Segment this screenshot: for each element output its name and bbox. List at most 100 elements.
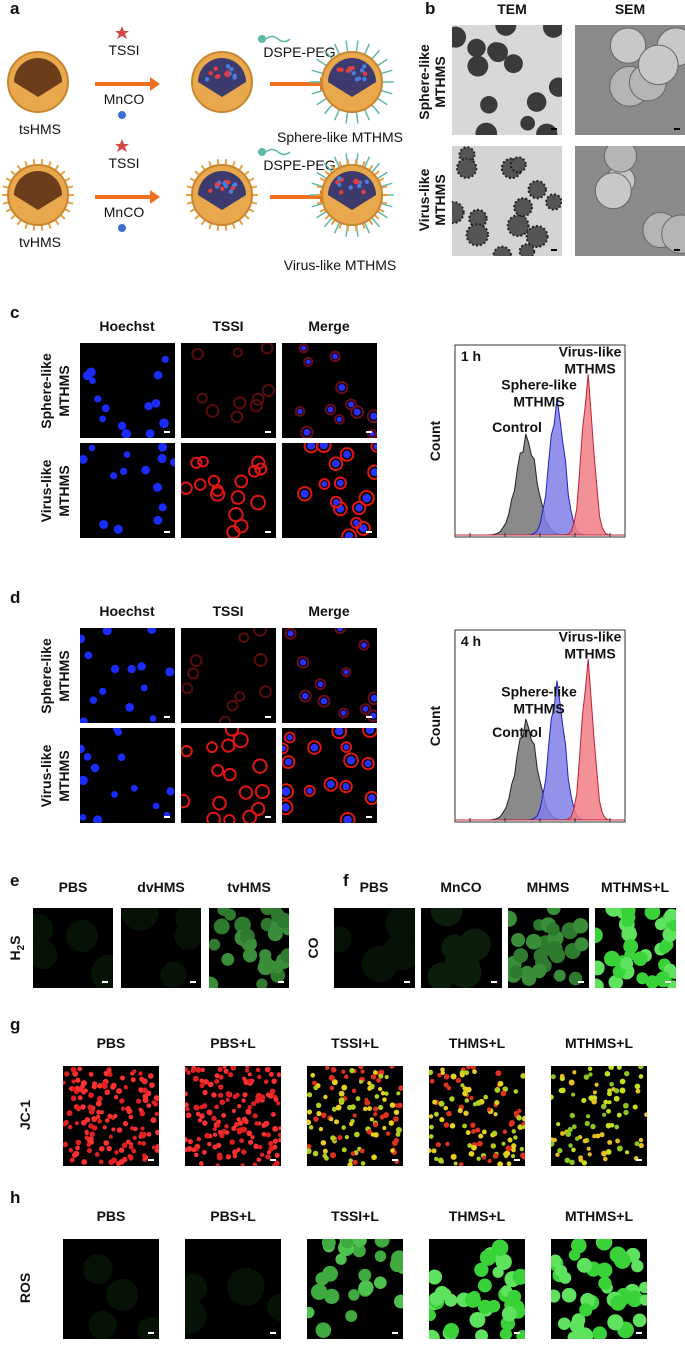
cell — [446, 1110, 452, 1117]
cell — [394, 1294, 403, 1309]
cell — [80, 813, 87, 821]
peg-chain — [363, 156, 371, 169]
cell — [644, 908, 661, 920]
spike — [224, 224, 228, 231]
cell — [595, 978, 604, 988]
peg-chain — [316, 210, 328, 219]
column-title: Merge — [308, 603, 349, 619]
cell — [323, 777, 339, 792]
cell — [568, 971, 583, 986]
cell — [120, 467, 128, 475]
cell — [260, 908, 275, 916]
cell — [654, 918, 667, 931]
mnco-icon — [118, 111, 126, 119]
micrograph — [282, 728, 377, 823]
cell — [271, 1078, 277, 1084]
cell — [103, 1140, 110, 1146]
cell — [125, 1139, 131, 1145]
nucleus — [353, 519, 360, 526]
image-content — [551, 1239, 647, 1339]
particle — [609, 27, 647, 64]
cell — [146, 1131, 152, 1137]
cell — [307, 740, 322, 755]
nucleus — [282, 787, 291, 796]
cell — [211, 1115, 217, 1122]
cell — [511, 933, 526, 948]
cell — [250, 1135, 255, 1140]
cell — [221, 738, 236, 753]
cargo — [364, 179, 370, 185]
column-title: TSSI — [212, 318, 243, 334]
micrograph — [429, 1066, 525, 1166]
cell — [565, 1131, 572, 1137]
image-content — [284, 628, 377, 723]
spike — [16, 219, 22, 226]
cell — [477, 1299, 493, 1314]
cargo — [219, 186, 225, 192]
cell — [511, 1129, 516, 1134]
image-content — [282, 728, 377, 823]
spike — [47, 160, 52, 168]
cell — [569, 1159, 575, 1166]
cell — [128, 1144, 134, 1150]
cell — [102, 1125, 107, 1130]
cell — [80, 775, 88, 786]
cell — [487, 42, 505, 60]
cell — [161, 355, 169, 363]
product-label: Sphere-like MTHMS — [277, 129, 403, 145]
cell — [75, 1105, 81, 1111]
nucleus — [343, 450, 351, 459]
nucleus — [340, 710, 347, 716]
cell — [632, 1104, 638, 1110]
scale-bar — [491, 981, 497, 983]
peg-chain — [380, 202, 393, 208]
cell — [333, 476, 347, 490]
cell — [462, 1123, 467, 1129]
cell — [236, 1117, 241, 1122]
micrograph — [429, 1239, 525, 1339]
cell — [216, 1123, 221, 1128]
cell — [602, 1112, 607, 1117]
spike — [330, 219, 336, 226]
cell — [592, 1090, 597, 1095]
cell — [72, 1152, 78, 1158]
cell — [131, 1148, 137, 1154]
image-content — [181, 728, 271, 823]
cell — [219, 715, 231, 723]
start-material-label: tsHMS — [19, 121, 61, 137]
cell — [348, 1289, 360, 1301]
cell — [145, 429, 155, 438]
image-content — [80, 443, 175, 534]
cell — [366, 409, 377, 424]
cell — [506, 1161, 512, 1166]
cell — [598, 1276, 612, 1290]
nucleus — [343, 815, 352, 823]
peg-chain — [380, 69, 393, 75]
peg-chain — [376, 210, 388, 219]
nucleus — [301, 345, 306, 351]
cell — [382, 1125, 387, 1131]
cell — [374, 1094, 380, 1099]
cell — [155, 1129, 159, 1136]
cell — [63, 1141, 68, 1148]
peg-chain — [311, 69, 324, 75]
column-title: PBS — [59, 879, 88, 895]
cell — [256, 978, 268, 988]
cell — [584, 1120, 590, 1127]
cell — [467, 1143, 472, 1148]
nucleus — [299, 659, 307, 666]
peg-chain — [333, 221, 341, 234]
peg-chain — [311, 182, 324, 188]
cell — [202, 1089, 208, 1096]
cell — [462, 1090, 468, 1097]
spike — [208, 222, 213, 230]
cell — [471, 1144, 477, 1151]
cell — [493, 1153, 499, 1159]
cell — [132, 1135, 137, 1141]
cell — [367, 1086, 372, 1091]
peg-chain — [363, 108, 371, 121]
cell — [225, 1154, 232, 1160]
cell — [70, 1066, 77, 1073]
cell — [150, 1117, 157, 1124]
